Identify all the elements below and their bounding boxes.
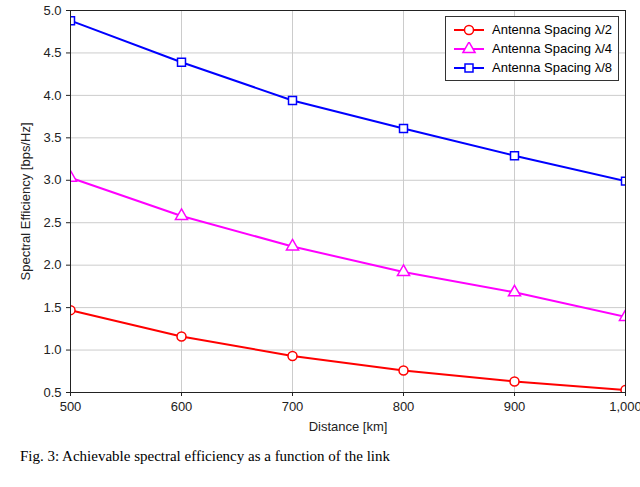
svg-text:1,000: 1,000	[609, 399, 640, 414]
html-text:Antenna Spacing λ/8: Antenna Spacing λ/8	[492, 60, 612, 75]
svg-text:4.0: 4.0	[43, 88, 61, 103]
svg-text:500: 500	[60, 399, 82, 414]
svg-text:0.5: 0.5	[43, 385, 61, 400]
svg-text:600: 600	[171, 399, 193, 414]
svg-text:5.0: 5.0	[43, 3, 61, 18]
svg-text:3.0: 3.0	[43, 172, 61, 187]
svg-text:800: 800	[393, 399, 415, 414]
html-text:Antenna Spacing λ/4: Antenna Spacing λ/4	[492, 41, 612, 56]
svg-text:900: 900	[504, 399, 526, 414]
svg-text:2.5: 2.5	[43, 215, 61, 230]
svg-text:4.5: 4.5	[43, 45, 61, 60]
svg-text:Distance [km]: Distance [km]	[309, 419, 388, 434]
svg-text:2.0: 2.0	[43, 257, 61, 272]
svg-text:1.0: 1.0	[43, 342, 61, 357]
svg-text:1.5: 1.5	[43, 300, 61, 315]
svg-text:Spectral Efficiency [bps/Hz]: Spectral Efficiency [bps/Hz]	[18, 123, 33, 281]
svg-text:3.5: 3.5	[43, 130, 61, 145]
html-text:Antenna Spacing λ/2: Antenna Spacing λ/2	[492, 22, 612, 37]
html-text:Fig. 3: Achievable spectral ef: Fig. 3: Achievable spectral efficiency a…	[20, 448, 390, 464]
svg-text:700: 700	[282, 399, 304, 414]
